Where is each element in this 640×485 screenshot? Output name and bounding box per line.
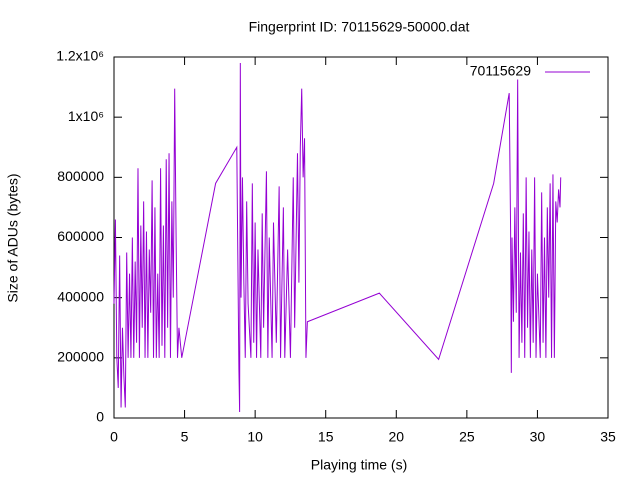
y-tick-label: 0	[96, 409, 104, 425]
x-tick-label: 10	[247, 429, 263, 445]
y-tick-label: 1x10⁶	[68, 108, 104, 124]
y-tick-label: 1.2x10⁶	[56, 48, 104, 64]
x-axis-label: Playing time (s)	[311, 457, 407, 473]
y-tick-label: 800000	[57, 168, 104, 184]
x-tick-label: 25	[459, 429, 475, 445]
x-tick-label: 30	[530, 429, 546, 445]
x-tick-label: 0	[110, 429, 118, 445]
y-tick-label: 600000	[57, 228, 104, 244]
y-tick-label: 200000	[57, 349, 104, 365]
x-tick-label: 20	[388, 429, 404, 445]
chart-title: Fingerprint ID: 70115629-50000.dat	[249, 19, 470, 35]
data-line	[113, 63, 562, 412]
x-tick-label: 5	[181, 429, 189, 445]
x-tick-label: 35	[600, 429, 616, 445]
y-tick-label: 400000	[57, 288, 104, 304]
x-tick-label: 15	[318, 429, 334, 445]
legend-label: 70115629	[470, 63, 531, 79]
y-axis-label: Size of ADUs (bytes)	[5, 173, 21, 302]
